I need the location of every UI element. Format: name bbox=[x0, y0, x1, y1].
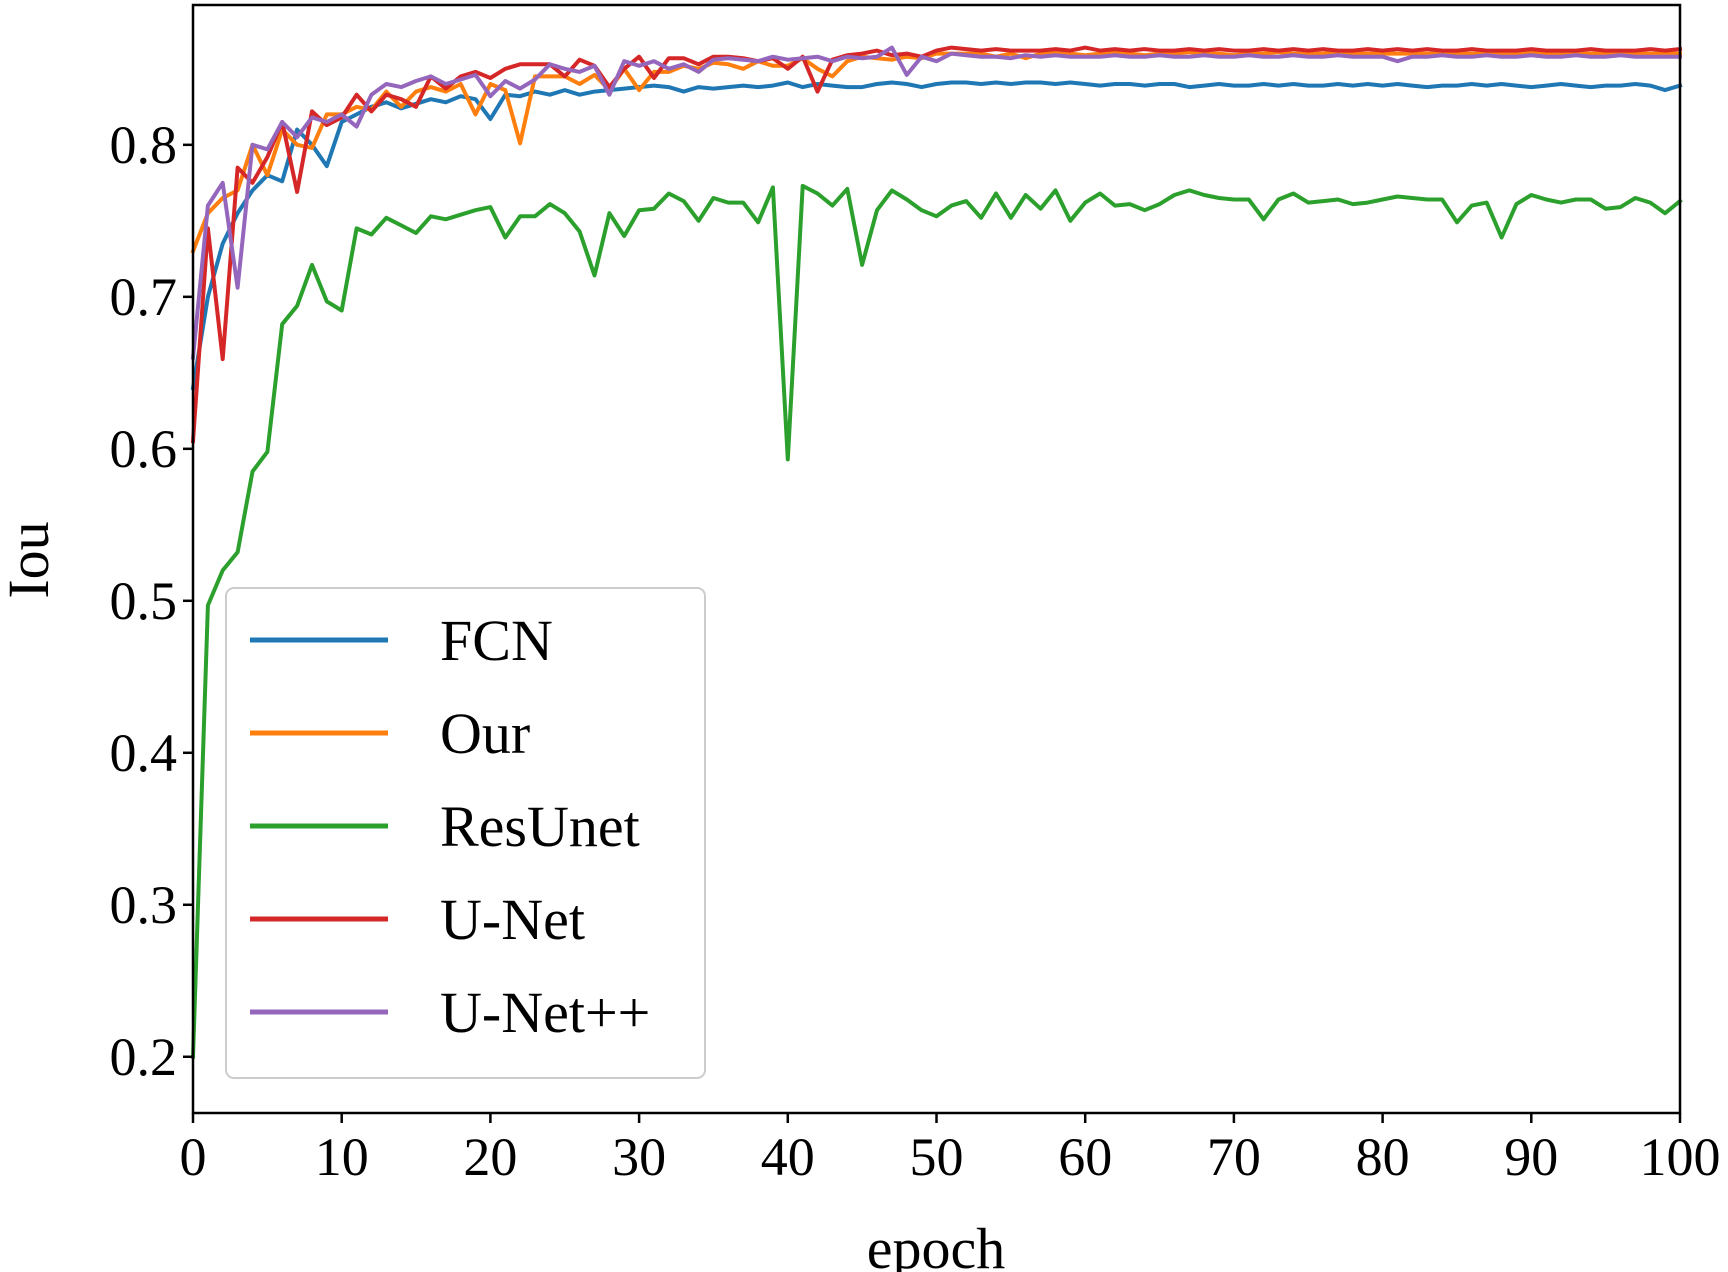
x-tick-label: 30 bbox=[612, 1127, 666, 1187]
y-tick-label: 0.8 bbox=[110, 115, 178, 175]
series-line-fcn bbox=[190, 80, 1683, 391]
x-tick-label: 80 bbox=[1356, 1127, 1410, 1187]
series-layer bbox=[190, 45, 1683, 1059]
y-tick-label: 0.5 bbox=[110, 571, 178, 631]
y-axis-label: Iou bbox=[0, 521, 61, 598]
legend-label-our: Our bbox=[440, 701, 530, 766]
x-tick-label: 50 bbox=[910, 1127, 964, 1187]
x-tick-label: 20 bbox=[463, 1127, 517, 1187]
legend: FCN Our ResUnet U-Net U-Net++ bbox=[225, 587, 706, 1079]
x-axis-label: epoch bbox=[867, 1216, 1006, 1272]
series-line-u-net bbox=[190, 45, 1683, 444]
x-tick-label: 10 bbox=[315, 1127, 369, 1187]
y-tick-label: 0.7 bbox=[110, 267, 178, 327]
y-tick-label: 0.2 bbox=[110, 1027, 178, 1087]
legend-label-u-net: U-Net bbox=[440, 887, 585, 952]
x-tick-label: 60 bbox=[1058, 1127, 1112, 1187]
y-tick-label: 0.3 bbox=[110, 875, 178, 935]
x-tick-label: 90 bbox=[1504, 1127, 1558, 1187]
x-axis: 0 10 20 30 40 50 60 70 80 90 100 bbox=[180, 1113, 1721, 1187]
x-tick-label: 70 bbox=[1207, 1127, 1261, 1187]
x-tick-label: 40 bbox=[761, 1127, 815, 1187]
y-tick-label: 0.6 bbox=[110, 419, 178, 479]
series-line-resunet bbox=[190, 183, 1683, 1059]
x-tick-label: 0 bbox=[180, 1127, 207, 1187]
legend-box bbox=[225, 587, 706, 1079]
series-line-our bbox=[190, 50, 1682, 254]
x-tick-label: 100 bbox=[1640, 1127, 1721, 1187]
y-tick-label: 0.4 bbox=[110, 723, 178, 783]
legend-label-fcn: FCN bbox=[440, 608, 553, 673]
y-axis: 0.2 0.3 0.4 0.5 0.6 0.7 0.8 bbox=[110, 115, 193, 1087]
series-line-u-netplusplus bbox=[190, 45, 1682, 360]
legend-label-resunet: ResUnet bbox=[440, 794, 640, 859]
legend-label-u-netplusplus: U-Net++ bbox=[440, 980, 650, 1045]
